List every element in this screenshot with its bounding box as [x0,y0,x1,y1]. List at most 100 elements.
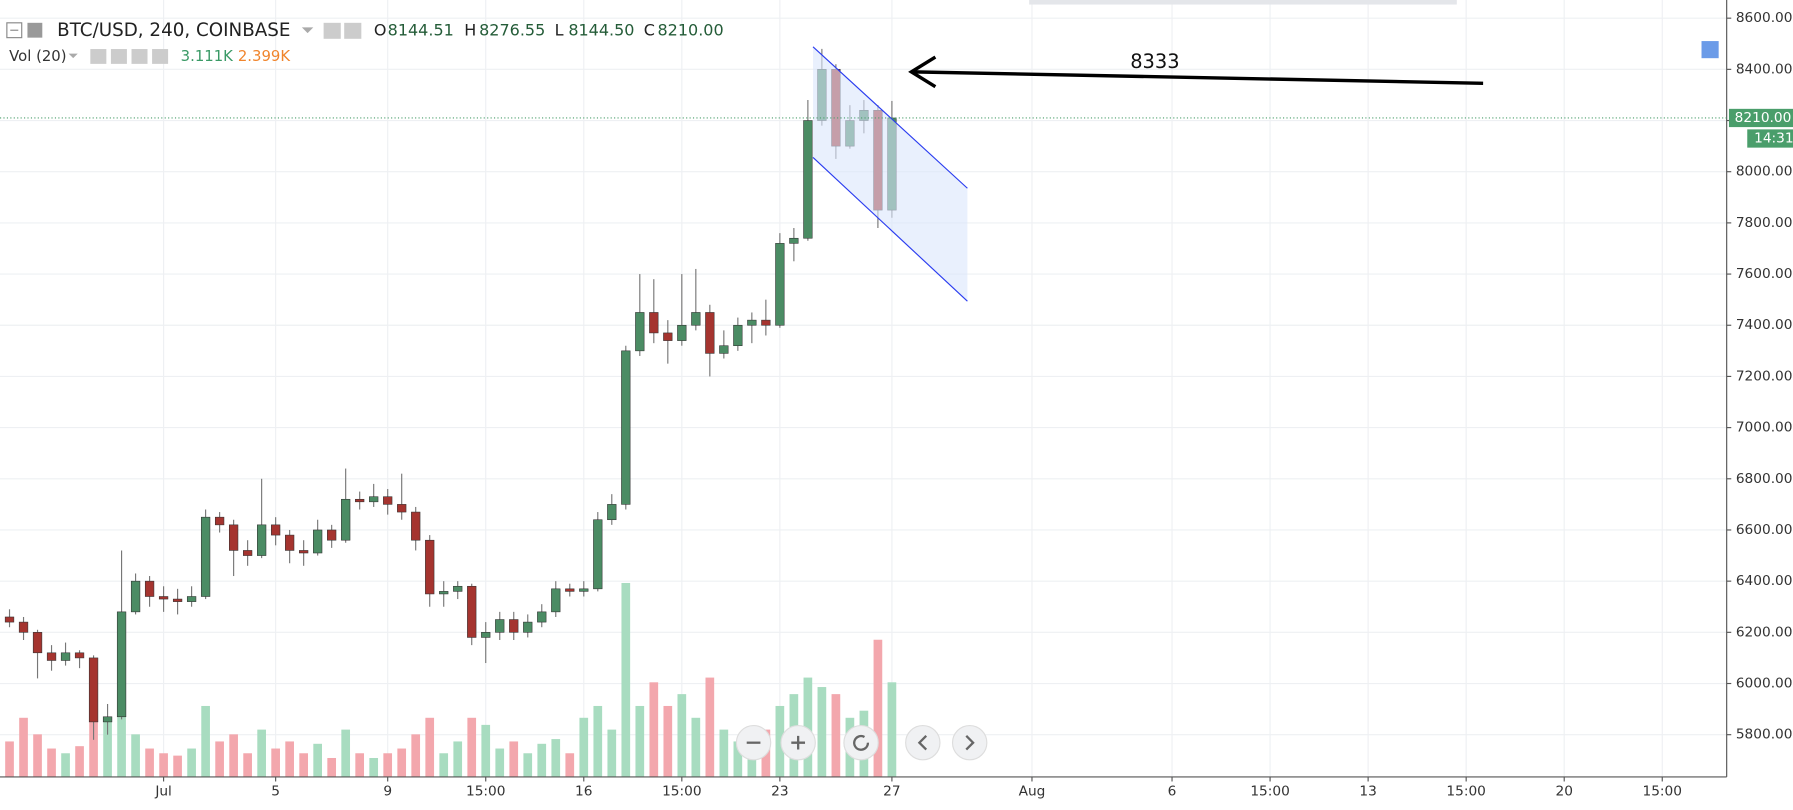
volume-bar [523,753,533,777]
y-tick-label: 8400.00 [1736,61,1793,77]
y-tick-label: 7000.00 [1736,420,1793,436]
volume-bar [229,734,238,777]
candle-body [214,516,225,526]
volume-bar [817,687,827,777]
low-label: L [555,20,564,39]
volume-bar [635,705,645,777]
candle-body [537,611,547,623]
x-tick-label: 16 [575,784,592,800]
dropdown[interactable] [68,53,78,59]
candle-body [495,619,505,633]
candle-body [4,616,15,623]
x-tick-label: 20 [1555,784,1572,800]
volume-bar [103,717,112,777]
volume-bar [663,705,673,777]
candle-body [733,324,743,347]
y-tick-label: 7800.00 [1736,215,1793,231]
candle-body [285,534,295,551]
volume-bar [565,753,575,777]
scroll-right[interactable] [951,725,988,761]
x-tick-label: 27 [883,784,900,800]
volume-label[interactable]: Vol (20) [9,48,66,65]
x-tick-label: Jul [154,784,172,800]
candle-body [313,529,323,554]
volume-bar [467,717,477,777]
channel-lower [812,157,968,302]
y-tick-label: 7200.00 [1736,368,1793,384]
eye-icon[interactable] [323,22,341,39]
candle-body [411,511,421,541]
y-tick-label: 6400.00 [1736,573,1793,589]
scale-button[interactable] [1701,41,1719,59]
candle-body [158,596,169,600]
candle-body [88,657,99,723]
header: BTC/USD, 240, COINBASE O 8144.51 H 8276.… [6,20,724,65]
volume-bar [481,724,491,777]
volume-bar [719,729,729,777]
candle-body [74,652,85,659]
volume-bar [201,705,210,777]
collapse-icon[interactable] [6,22,23,39]
reset[interactable] [843,725,879,761]
candle-body [579,588,589,592]
volume-bar [691,717,701,777]
candle-body [228,524,239,551]
volume-bar [131,734,140,777]
y-tick-label: 6200.00 [1736,624,1793,640]
candle-body [775,243,785,326]
countdown: 14:31 [1754,131,1793,147]
y-tick-label: 8000.00 [1736,164,1793,180]
candle-body [369,496,379,503]
high-value: 8276.55 [479,20,545,39]
x-tick-label: 6 [1168,784,1177,800]
settings-icon[interactable] [110,49,127,64]
candle-body [803,120,813,239]
scroll-left[interactable] [905,725,941,761]
volume-bar [593,705,603,777]
last-price-box [1728,108,1793,128]
symbol[interactable]: BTC/USD, 240, COINBASE [57,20,290,41]
candle-body [439,591,449,595]
volume-bar [621,582,631,777]
last-price-label: 8210.00 [1735,110,1792,126]
channel-fill [813,46,968,302]
candle-body [453,585,463,592]
x-tick-label: 9 [383,784,392,800]
channel-upper [812,46,968,189]
volume-bar [537,743,547,777]
volume-bar [187,748,196,777]
candle-body [509,619,519,633]
volume-bar [285,741,294,777]
candle-body [102,716,113,723]
volume-bar [383,753,393,777]
volume-bar [705,677,715,777]
candle-body [60,652,71,661]
candle-body [32,632,43,654]
volume-bar [271,748,280,777]
candle-body [130,580,141,613]
add-icon[interactable] [131,49,148,64]
candle-body [18,621,29,633]
high-label: H [464,20,476,39]
dropdown[interactable] [301,27,314,34]
eye-icon[interactable] [90,49,107,64]
candle-body [481,632,491,638]
volume-bar [887,682,897,777]
volume-bar [551,739,561,777]
volume-bar [145,748,154,777]
x-tick-label: 23 [771,784,788,800]
countdown-box [1747,129,1793,148]
close-label: C [644,20,655,39]
candle-body [397,504,407,513]
flag-icon[interactable] [27,22,43,38]
x-tick-label: Aug [1019,784,1046,800]
remove-icon[interactable] [152,49,169,64]
candle-body [383,496,393,505]
volume-bar [299,753,308,777]
candle-body [565,588,575,592]
candle-body [116,611,127,718]
settings-icon[interactable] [344,22,362,39]
x-tick-label: 5 [271,784,280,800]
candle-body [607,504,617,521]
volume-bar [327,757,337,777]
